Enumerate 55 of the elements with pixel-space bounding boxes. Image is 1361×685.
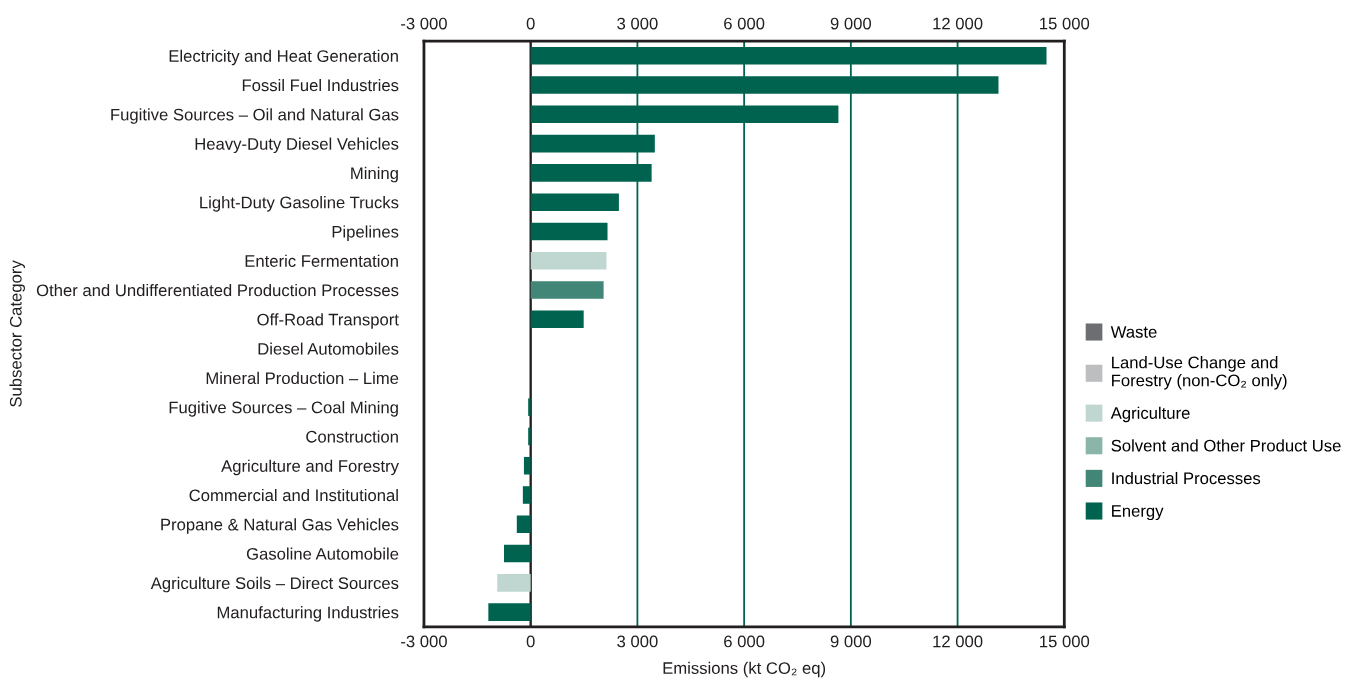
legend-label: Waste — [1110, 326, 1157, 338]
bar — [530, 281, 604, 299]
bar — [522, 486, 531, 504]
bar — [528, 427, 531, 446]
x-tick-label: 3 000 — [617, 635, 658, 648]
y-tick-label: Commercial and Institutional — [189, 488, 398, 502]
y-tick-label: Fugitive Sources – Oil and Natural Gas — [111, 108, 399, 124]
y-tick-label: Heavy-Duty Diesel Vehicles — [195, 137, 399, 154]
y-tick-label: Light-Duty Gasoline Trucks — [200, 196, 399, 212]
legend-label: Agriculture — [1110, 406, 1190, 423]
bar — [528, 398, 531, 416]
y-tick-label: Agriculture Soils – Direct Sources — [150, 576, 399, 593]
bar — [504, 544, 531, 563]
x-tick-label: 0 — [526, 635, 535, 648]
y-tick-label: Construction — [306, 430, 398, 443]
x2-tick-label: 6 000 — [724, 17, 765, 30]
x2-tick-label: 15 000 — [1040, 17, 1090, 30]
y-tick-label: Diesel Automobiles — [258, 342, 399, 355]
y-tick-label: Gasoline Automobile — [246, 547, 399, 560]
legend-label: Land-Use Change and Forestry (non-CO₂ only) — [1112, 356, 1287, 390]
bar — [530, 251, 607, 270]
x-tick-label: -3 000 — [401, 635, 447, 648]
legend-label: Solvent and Other Product Use — [1111, 439, 1341, 452]
y-tick-label: Fossil Fuel Industries — [242, 78, 399, 92]
x2-tick-label: 12 000 — [933, 17, 983, 30]
x-axis-title: Emissions (kt CO₂ eq) — [663, 661, 826, 678]
bar — [497, 574, 531, 592]
x-tick-label: 12 000 — [933, 635, 983, 648]
y-tick-label: Mineral Production – Lime — [206, 371, 399, 385]
y-tick-label: Off-Road Transport — [257, 313, 399, 329]
x2-tick-label: 0 — [526, 17, 535, 30]
x-tick-label: 9 000 — [830, 635, 872, 648]
x-tick-label: 15 000 — [1040, 635, 1090, 648]
y-tick-label: Enteric Fermentation — [245, 254, 398, 267]
bar — [523, 456, 531, 475]
y-tick-label: Mining — [351, 166, 398, 183]
y-tick-label: Agriculture and Forestry — [221, 459, 399, 476]
x2-tick-label: -3 000 — [401, 17, 447, 30]
bar — [530, 310, 584, 329]
y-tick-label: Other and Undifferentiated Production Processes — [36, 283, 399, 297]
bar — [516, 515, 531, 534]
bar — [530, 222, 608, 241]
x2-tick-label: 9 000 — [830, 17, 872, 30]
legend-label: Industrial Processes — [1112, 471, 1261, 485]
bar — [488, 603, 531, 621]
x2-tick-label: 3 000 — [617, 17, 658, 30]
y-tick-label: Manufacturing Industries — [217, 606, 399, 622]
x-tick-label: 6 000 — [724, 635, 765, 648]
y-tick-label: Propane & Natural Gas Vehicles — [161, 518, 399, 534]
legend-label: Energy — [1112, 505, 1164, 521]
bar — [530, 193, 619, 211]
y-tick-label: Pipelines — [332, 225, 399, 241]
y-tick-label: Fugitive Sources – Coal Mining — [169, 401, 398, 417]
y-tick-label: Electricity and Heat Generation — [169, 49, 398, 66]
y-axis-title: Subsector Category — [9, 260, 25, 407]
